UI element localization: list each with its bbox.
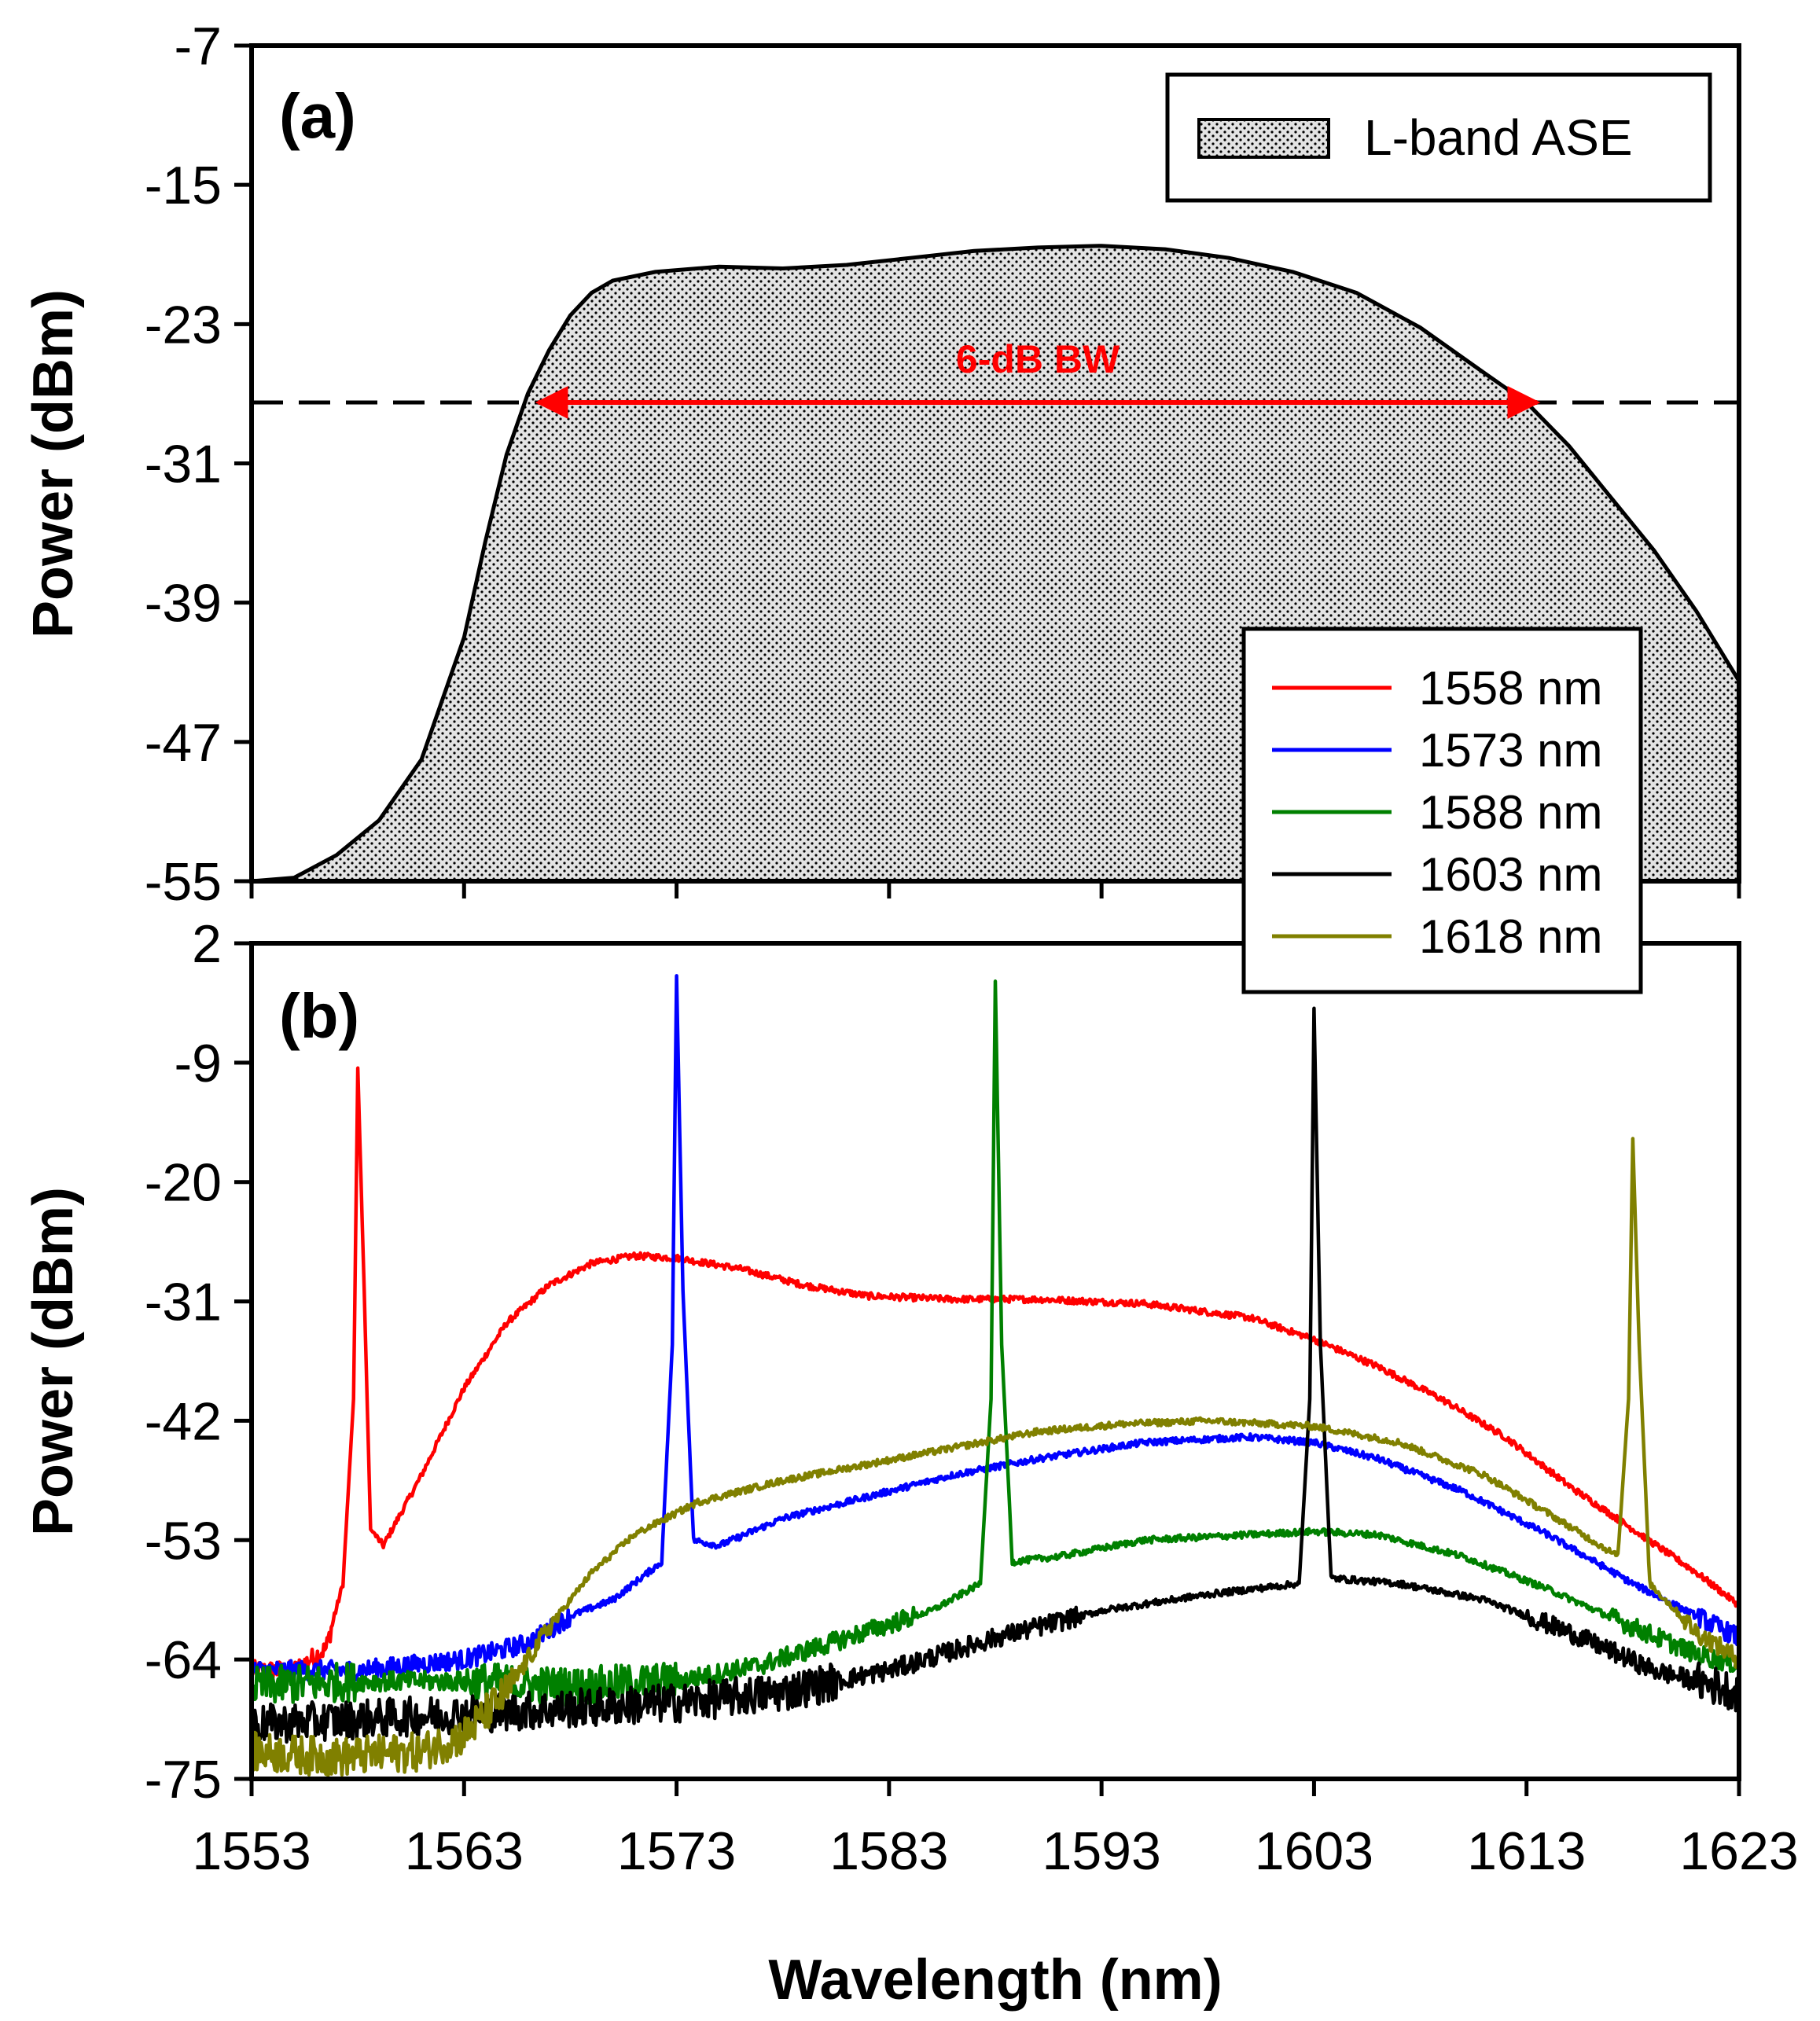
x-tick-label-1593: 1593 (1042, 1821, 1161, 1881)
x-tick-label-1623: 1623 (1679, 1821, 1798, 1881)
6db-bandwidth-label: 6-dB BW (956, 337, 1120, 381)
series-1618-nm (252, 1137, 1739, 1777)
y-tick-label-a-47: -47 (145, 713, 222, 773)
y-axis-title-a: Power (dBm) (22, 289, 85, 638)
x-tick-label-1573: 1573 (617, 1821, 736, 1881)
y-tick-label-b-53: -53 (145, 1511, 222, 1571)
legend-label-1558-nm: 1558 nm (1419, 662, 1603, 715)
legend-a: L-band ASE (1165, 72, 1712, 203)
series-1558-nm (252, 1066, 1739, 1680)
x-tick-label-1603: 1603 (1255, 1821, 1373, 1881)
y-tick-label-b-42: -42 (145, 1391, 222, 1451)
y-tick-label-a-7: -7 (175, 17, 222, 76)
y-tick-label-a-55: -55 (145, 852, 222, 912)
y-tick-label-b-64: -64 (145, 1630, 222, 1690)
panel-b-frame (249, 941, 1741, 1781)
series-1573-nm (252, 974, 1739, 1682)
x-tick-label-1553: 1553 (192, 1821, 311, 1881)
legend-label-1603-nm: 1603 nm (1419, 848, 1603, 901)
y-tick-label-a-31: -31 (145, 435, 222, 494)
panel-b: 2 -9 -20 -31 -42 -53 -64 -75 1553 1563 1573 1583 159… (22, 914, 1799, 2012)
x-axis-title: Wavelength (nm) (768, 1949, 1222, 2012)
y-tick-label-a-23: -23 (145, 295, 222, 355)
x-tick-label-1613: 1613 (1467, 1821, 1586, 1881)
legend-label-1588-nm: 1588 nm (1419, 786, 1603, 839)
panel-a-label: (a) (279, 81, 356, 151)
x-tick-label-1563: 1563 (405, 1821, 524, 1881)
y-tick-label-a-15: -15 (145, 156, 222, 215)
y-tick-label-b-75: -75 (145, 1750, 222, 1810)
x-tick-label-1583: 1583 (829, 1821, 948, 1881)
y-tick-label-b-31: -31 (145, 1273, 222, 1332)
y-axis-title-b: Power (dBm) (22, 1187, 85, 1536)
y-tick-label-a-39: -39 (145, 574, 222, 634)
legend-label-1573-nm: 1573 nm (1419, 724, 1603, 777)
legend-b: 1558 nm 1573 nm 1588 nm 1603 nm 1618 nm (1241, 627, 1643, 994)
panel-b-label: (b) (279, 981, 359, 1051)
legend-label-1618-nm: 1618 nm (1419, 910, 1603, 963)
y-tick-label-b-2: 2 (192, 914, 222, 974)
y-tick-label-b-9: -9 (175, 1034, 222, 1093)
series-1588-nm (252, 979, 1739, 1708)
legend-label-l-band-ase: L-band ASE (1364, 109, 1633, 166)
legend-swatch-l-band-ase (1197, 118, 1330, 159)
y-tick-label-b-20: -20 (145, 1153, 222, 1213)
